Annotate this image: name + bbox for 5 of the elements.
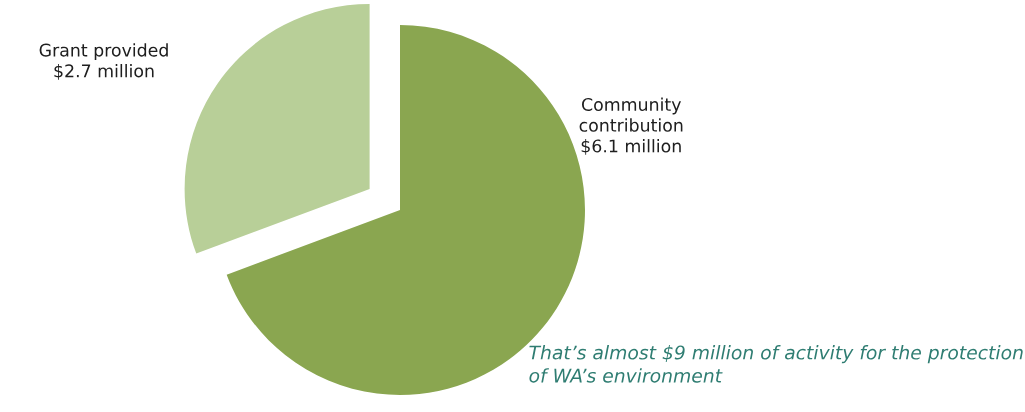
data-label: $2.7 million [54,63,154,80]
slice-label: Grant provided [39,43,168,61]
text: That’s almost $9 million of activity for the protection of WA’s environment [529,345,1023,383]
slice-label: Community contribution [579,97,683,132]
data-label: $6.1 million [581,139,681,155]
